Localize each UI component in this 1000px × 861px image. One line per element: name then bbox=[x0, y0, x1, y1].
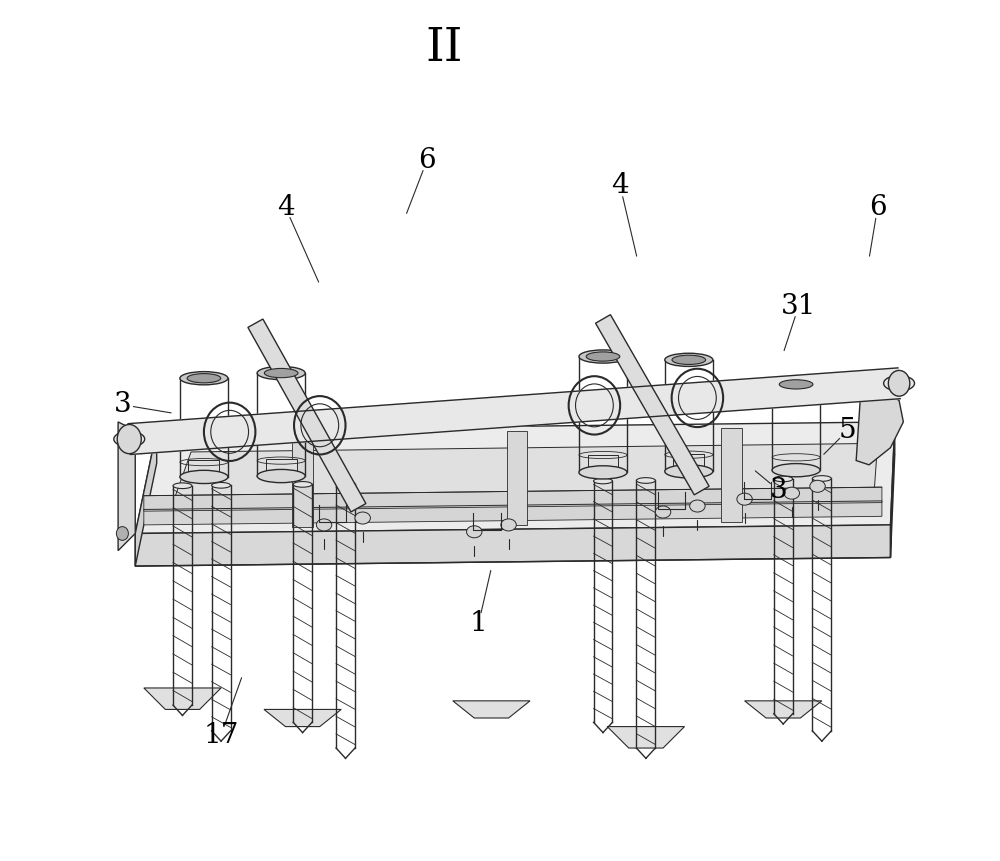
Ellipse shape bbox=[355, 512, 370, 524]
Polygon shape bbox=[721, 428, 742, 523]
Ellipse shape bbox=[501, 519, 516, 531]
Ellipse shape bbox=[672, 356, 706, 364]
Text: 4: 4 bbox=[277, 194, 294, 221]
Text: 17: 17 bbox=[203, 722, 239, 749]
Ellipse shape bbox=[665, 353, 713, 367]
Ellipse shape bbox=[779, 380, 813, 389]
Polygon shape bbox=[144, 501, 882, 525]
Polygon shape bbox=[118, 422, 135, 551]
Text: 4: 4 bbox=[611, 172, 629, 200]
Ellipse shape bbox=[173, 483, 192, 488]
Ellipse shape bbox=[336, 481, 355, 486]
Text: 1: 1 bbox=[470, 610, 487, 637]
Ellipse shape bbox=[257, 367, 305, 380]
Ellipse shape bbox=[655, 506, 671, 518]
Polygon shape bbox=[144, 688, 221, 709]
Polygon shape bbox=[596, 314, 709, 495]
Polygon shape bbox=[292, 433, 313, 527]
Text: 3: 3 bbox=[114, 391, 131, 418]
Ellipse shape bbox=[180, 372, 228, 385]
Ellipse shape bbox=[594, 478, 612, 484]
Ellipse shape bbox=[636, 478, 655, 483]
Polygon shape bbox=[170, 443, 878, 512]
Ellipse shape bbox=[116, 432, 128, 446]
Ellipse shape bbox=[293, 481, 312, 487]
Polygon shape bbox=[266, 459, 297, 480]
Ellipse shape bbox=[117, 424, 141, 454]
Polygon shape bbox=[264, 709, 341, 727]
Ellipse shape bbox=[772, 463, 820, 477]
Ellipse shape bbox=[264, 369, 298, 378]
Text: 6: 6 bbox=[418, 146, 436, 174]
Ellipse shape bbox=[467, 526, 482, 538]
Ellipse shape bbox=[772, 378, 820, 391]
Ellipse shape bbox=[180, 470, 228, 484]
Polygon shape bbox=[890, 422, 895, 558]
Polygon shape bbox=[188, 460, 219, 481]
Polygon shape bbox=[507, 430, 527, 525]
Ellipse shape bbox=[579, 466, 627, 479]
Polygon shape bbox=[588, 455, 618, 477]
Polygon shape bbox=[128, 368, 900, 455]
Text: 6: 6 bbox=[869, 194, 886, 221]
Ellipse shape bbox=[810, 480, 825, 492]
Ellipse shape bbox=[114, 431, 145, 447]
Ellipse shape bbox=[774, 476, 793, 482]
Ellipse shape bbox=[737, 493, 752, 505]
Ellipse shape bbox=[579, 350, 627, 363]
Polygon shape bbox=[135, 525, 890, 566]
Text: 3: 3 bbox=[770, 477, 788, 504]
Polygon shape bbox=[453, 701, 530, 718]
Text: II: II bbox=[425, 26, 463, 71]
Ellipse shape bbox=[784, 487, 800, 499]
Text: 5: 5 bbox=[839, 417, 856, 444]
Ellipse shape bbox=[187, 374, 221, 383]
Polygon shape bbox=[144, 487, 882, 511]
Ellipse shape bbox=[884, 375, 915, 391]
Ellipse shape bbox=[586, 352, 620, 361]
Polygon shape bbox=[607, 727, 685, 748]
Ellipse shape bbox=[690, 500, 705, 512]
Ellipse shape bbox=[316, 519, 332, 531]
Polygon shape bbox=[135, 430, 157, 566]
Polygon shape bbox=[856, 387, 903, 465]
Polygon shape bbox=[135, 422, 895, 534]
Ellipse shape bbox=[257, 469, 305, 483]
Polygon shape bbox=[673, 455, 704, 476]
Ellipse shape bbox=[665, 465, 713, 478]
Polygon shape bbox=[248, 319, 366, 512]
Ellipse shape bbox=[812, 475, 831, 481]
Text: 31: 31 bbox=[781, 293, 816, 319]
Ellipse shape bbox=[888, 370, 910, 396]
Ellipse shape bbox=[212, 482, 231, 488]
Polygon shape bbox=[745, 701, 822, 718]
Ellipse shape bbox=[116, 527, 128, 541]
